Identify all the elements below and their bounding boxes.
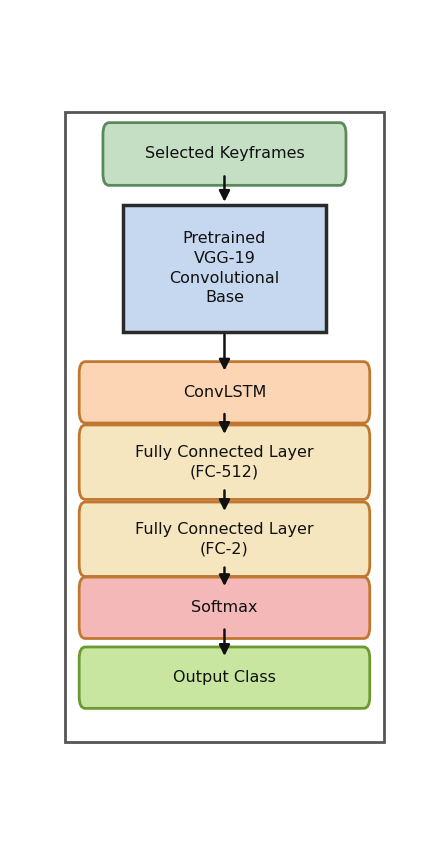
FancyBboxPatch shape — [79, 502, 370, 577]
FancyBboxPatch shape — [79, 361, 370, 423]
FancyBboxPatch shape — [79, 577, 370, 639]
FancyBboxPatch shape — [123, 204, 326, 332]
Text: Softmax: Softmax — [191, 600, 258, 616]
FancyBboxPatch shape — [79, 425, 370, 499]
Text: Fully Connected Layer
(FC-512): Fully Connected Layer (FC-512) — [135, 445, 314, 480]
Text: Fully Connected Layer
(FC-2): Fully Connected Layer (FC-2) — [135, 522, 314, 556]
FancyBboxPatch shape — [103, 123, 346, 186]
FancyBboxPatch shape — [79, 647, 370, 708]
Text: Selected Keyframes: Selected Keyframes — [145, 147, 304, 161]
Text: Output Class: Output Class — [173, 670, 276, 685]
Text: ConvLSTM: ConvLSTM — [183, 385, 266, 399]
Text: Pretrained
VGG-19
Convolutional
Base: Pretrained VGG-19 Convolutional Base — [170, 231, 279, 305]
FancyBboxPatch shape — [65, 112, 384, 742]
